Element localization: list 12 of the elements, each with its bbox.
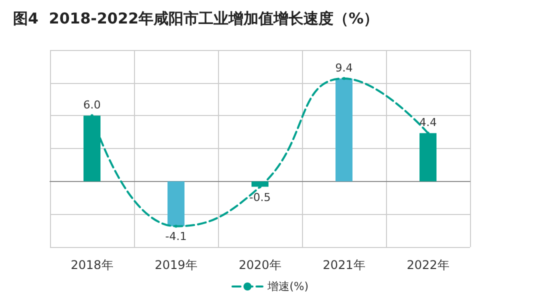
legend-label: 增速(%) xyxy=(266,280,309,293)
data-label: 6.0 xyxy=(83,98,101,112)
x-tick-label: 2021年 xyxy=(322,258,366,272)
data-label: 9.4 xyxy=(335,61,353,74)
x-tick-label: 2022年 xyxy=(406,258,450,272)
x-tick-label: 2020年 xyxy=(238,258,282,272)
data-label: -0.5 xyxy=(249,190,271,204)
data-label: -4.1 xyxy=(165,230,187,244)
chart-title: 图4 2018-2022年咸阳市工业增加值增长速度（%） xyxy=(13,10,379,28)
x-tick-label: 2018年 xyxy=(70,258,114,272)
data-label: 4.4 xyxy=(419,116,437,130)
x-tick-label: 2019年 xyxy=(154,258,198,272)
